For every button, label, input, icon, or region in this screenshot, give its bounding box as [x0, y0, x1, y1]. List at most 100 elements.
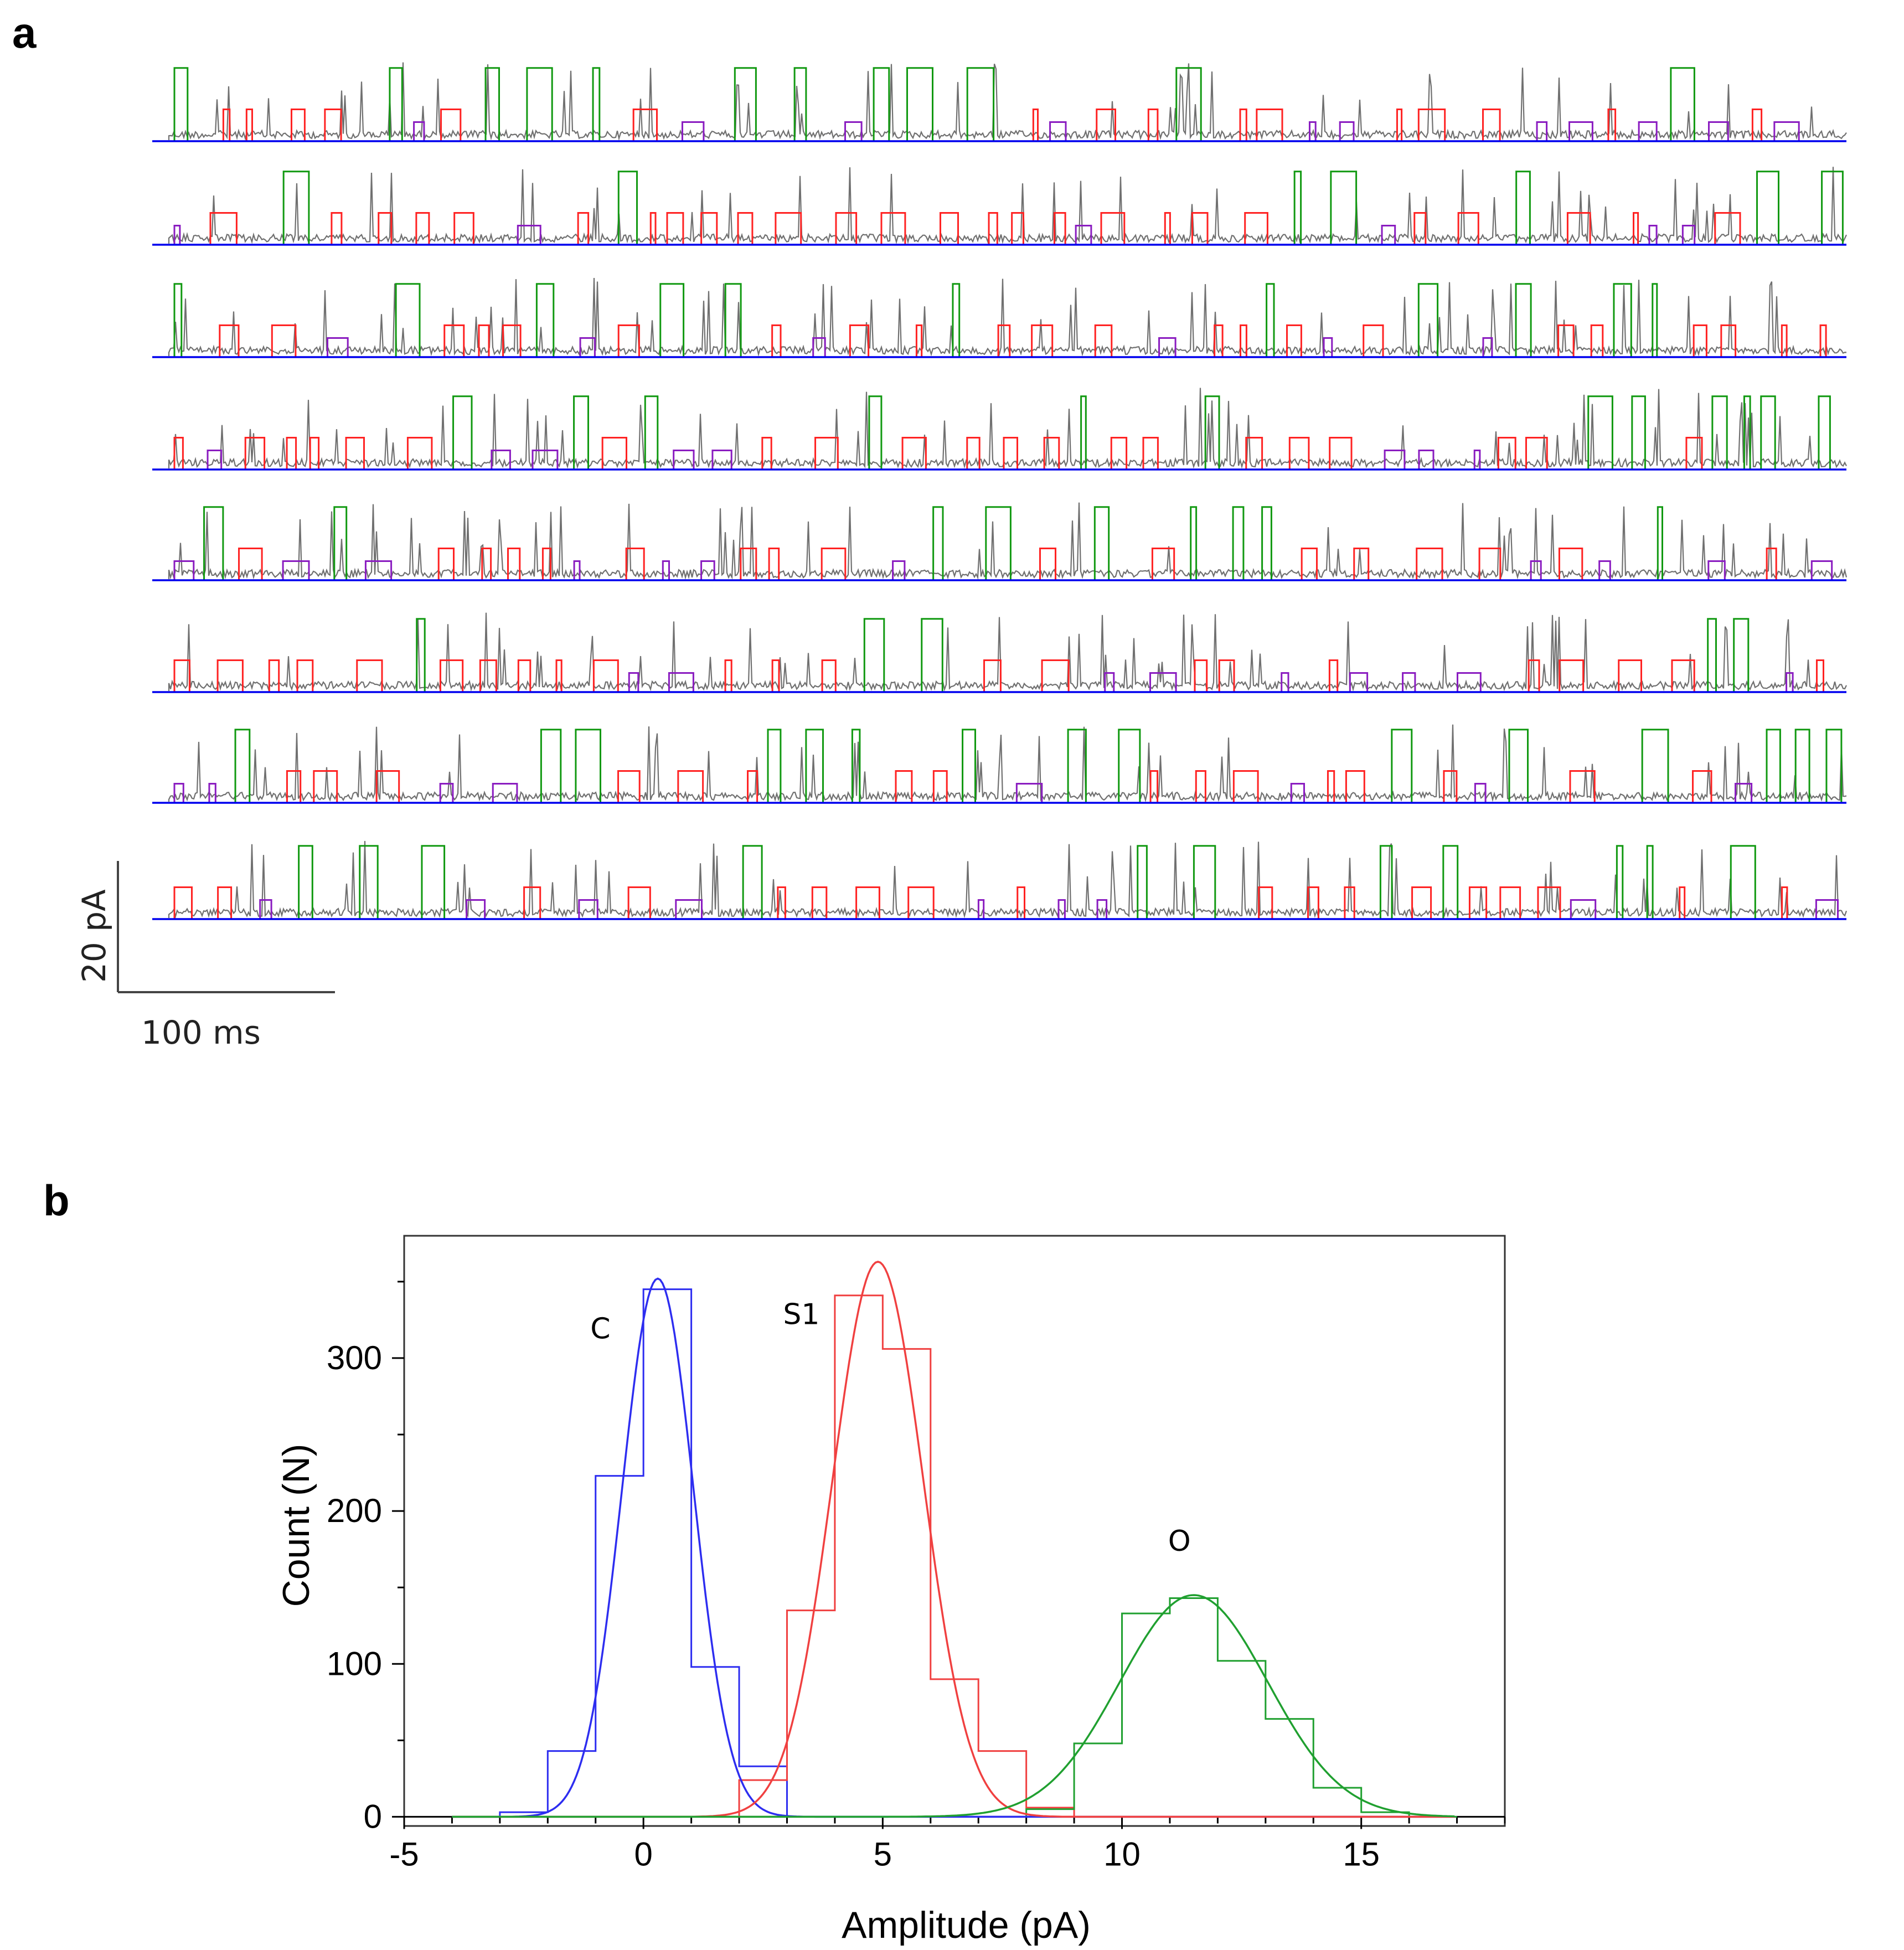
idealized-event — [268, 659, 280, 692]
idealized-event — [1570, 899, 1597, 919]
idealized-event — [966, 67, 995, 141]
idealized-event — [216, 659, 244, 692]
idealized-event — [540, 729, 562, 803]
idealized-event — [767, 729, 782, 803]
idealized-event — [700, 560, 715, 580]
idealized-event — [1468, 886, 1488, 919]
idealized-event — [1288, 437, 1310, 470]
idealized-event — [1416, 548, 1443, 580]
idealized-event — [771, 659, 780, 692]
idealized-event — [532, 450, 559, 470]
idealized-event — [173, 67, 189, 141]
idealized-event — [1457, 212, 1479, 245]
idealized-event — [437, 548, 455, 580]
idealized-event — [677, 770, 704, 803]
idealized-event — [1756, 171, 1779, 245]
idealized-event — [173, 560, 195, 580]
idealized-event — [415, 212, 430, 245]
current-traces — [152, 62, 1848, 920]
idealized-event — [628, 672, 639, 692]
idealized-event — [1043, 437, 1060, 470]
histogram-s1 — [738, 1294, 1122, 1818]
idealized-event — [421, 845, 446, 919]
idealized-event — [1104, 672, 1115, 692]
idealized-event — [1391, 729, 1413, 803]
idealized-event — [1094, 324, 1113, 357]
idealized-event — [1191, 212, 1209, 245]
gaussian-fits — [452, 1261, 1455, 1818]
idealized-event — [740, 548, 757, 580]
idealized-event — [1815, 659, 1824, 692]
idealized-event — [1067, 729, 1087, 803]
idealized-event — [1100, 212, 1126, 245]
idealized-event — [217, 886, 233, 919]
idealized-event — [977, 899, 985, 919]
idealized-event — [1618, 659, 1642, 692]
idealized-event — [1679, 886, 1686, 919]
idealized-event — [1017, 886, 1025, 919]
idealized-event — [1515, 283, 1532, 357]
idealized-event — [659, 283, 685, 357]
histogram-c — [452, 1288, 835, 1818]
idealized-event — [1147, 109, 1159, 141]
idealized-event — [1266, 283, 1275, 357]
trace-row — [152, 724, 1847, 804]
idealized-event — [814, 437, 839, 470]
idealized-event — [627, 886, 651, 919]
idealized-event — [478, 324, 490, 357]
idealized-event — [1149, 770, 1159, 803]
idealized-event — [324, 109, 342, 141]
idealized-event — [1032, 109, 1039, 141]
idealized-event — [517, 659, 532, 692]
idealized-event — [617, 770, 641, 803]
idealized-event — [1286, 324, 1302, 357]
idealized-event — [173, 783, 184, 803]
idealized-event — [932, 506, 944, 580]
idealized-event — [1080, 395, 1087, 470]
idealized-event — [1708, 121, 1729, 141]
idealized-event — [481, 548, 492, 580]
idealized-event — [1151, 548, 1175, 580]
idealized-event — [1232, 506, 1245, 580]
idealized-event — [592, 659, 619, 692]
idealized-event — [988, 212, 998, 245]
idealized-event — [523, 886, 541, 919]
idealized-event — [601, 437, 627, 470]
idealized-event — [1473, 450, 1481, 470]
idealized-event — [1093, 506, 1110, 580]
idealized-event — [440, 109, 462, 141]
fit-c — [452, 1277, 1455, 1818]
idealized-event — [1821, 171, 1844, 245]
idealized-event — [1557, 324, 1575, 357]
idealized-event — [173, 283, 183, 357]
idealized-event — [849, 324, 870, 357]
idealized-event — [507, 548, 521, 580]
idealized-event — [939, 212, 959, 245]
idealized-event — [579, 337, 596, 357]
idealized-event — [1158, 337, 1177, 357]
idealized-event — [805, 729, 824, 803]
idealized-event — [1794, 729, 1810, 803]
idealized-event — [219, 324, 240, 357]
idealized-event — [1819, 324, 1827, 357]
idealized-event — [502, 324, 522, 357]
idealized-event — [681, 121, 705, 141]
trace-row — [152, 502, 1848, 581]
trace-row — [152, 62, 1847, 142]
idealized-event — [526, 67, 553, 141]
idealized-event — [1478, 548, 1501, 580]
idealized-event — [575, 729, 601, 803]
idealized-event — [1648, 225, 1658, 245]
idealized-event — [1766, 548, 1777, 580]
raw-trace — [168, 167, 1847, 245]
series-label-s1: S1 — [783, 1298, 819, 1331]
idealized-event — [491, 450, 511, 470]
idealized-event — [1482, 337, 1493, 357]
idealized-event — [892, 560, 906, 580]
idealized-event — [880, 212, 906, 245]
idealized-event — [1442, 845, 1459, 919]
idealized-event — [286, 437, 297, 470]
idealized-event — [1773, 121, 1800, 141]
idealized-event — [378, 212, 393, 245]
